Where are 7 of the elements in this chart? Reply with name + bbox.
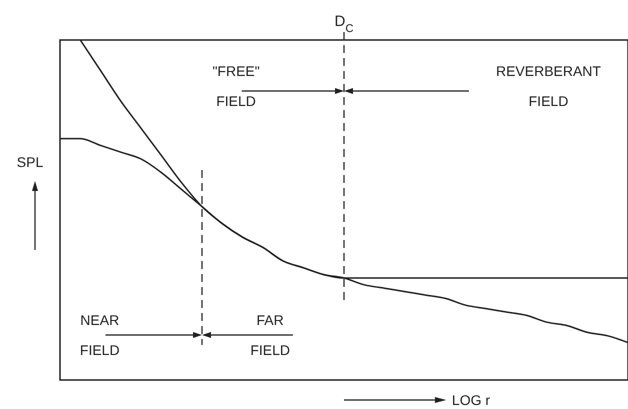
annotation: NEAR FIELD <box>80 312 120 358</box>
annotation: REVERBERANT FIELD <box>496 63 602 109</box>
x-axis-title: LOG r <box>452 392 490 408</box>
text: D$_{C}$ <box>334 13 354 35</box>
annotation: FAR FIELD <box>250 312 290 358</box>
annotation: "FREE" FIELD <box>212 63 260 109</box>
y-axis-title: SPL <box>16 154 44 170</box>
